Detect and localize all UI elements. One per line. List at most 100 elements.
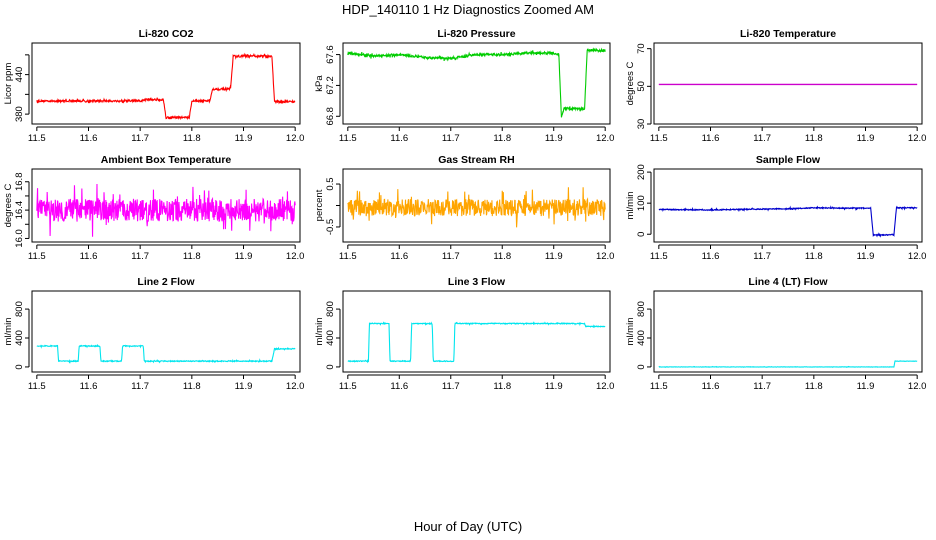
y-axis-label: kPa (314, 75, 325, 92)
x-tick-label: 11.7 (131, 381, 149, 392)
plot-frame (342, 42, 611, 125)
panel-title: Li-820 Pressure (437, 28, 515, 40)
y-axis-label: ml/min (314, 318, 325, 346)
figure-title: HDP_140110 1 Hz Diagnostics Zoomed AM (342, 2, 594, 17)
plot-frame (342, 168, 611, 243)
panel-line4: Line 4 (LT) Flow ml/min 11.5 11.6 11.7 11.8 11… (625, 276, 926, 392)
y-tick-label: 16.0 (14, 229, 25, 248)
x-tick-label: 11.8 (183, 133, 201, 144)
series-line-box_temp-0 (36, 184, 296, 237)
x-tick-label: 11.8 (493, 381, 511, 392)
plot-frame (342, 290, 611, 373)
panel-rh: Gas Stream RH percent 11.5 11.6 11.7 11.8 11.9… (314, 154, 614, 262)
x-tick-label: 12.0 (596, 251, 615, 262)
y-tick-label: 67.6 (325, 45, 336, 64)
series-line-co2-0 (36, 52, 296, 121)
x-tick-label: 11.8 (183, 251, 201, 262)
y-tick-label: 100 (636, 195, 647, 211)
x-tick-label: 12.0 (908, 381, 927, 392)
x-tick-label: 11.9 (545, 251, 563, 262)
y-tick-label: 0 (325, 364, 336, 369)
panel-pressure: Li-820 Pressure kPa 11.5 11.6 11.7 11.8 11.9 12… (314, 28, 614, 144)
x-tick-label: 12.0 (908, 251, 927, 262)
y-axis-label: ml/min (625, 318, 636, 346)
x-tick-label: 12.0 (908, 133, 927, 144)
x-tick-label: 11.7 (442, 133, 460, 144)
x-tick-label: 11.5 (650, 133, 668, 144)
panel-grid: Li-820 CO2 Licor ppm 11.5 11.6 11.7 11.8 11.9 1… (3, 28, 926, 392)
y-tick-label: 67.2 (325, 76, 336, 95)
y-tick-label: 0 (636, 232, 647, 237)
y-axis-label: ml/min (3, 318, 14, 346)
x-tick-label: 11.6 (80, 133, 98, 144)
panel-title: Line 2 Flow (137, 276, 195, 288)
panel-title: Line 4 (LT) Flow (748, 276, 828, 288)
x-tick-label: 11.9 (235, 381, 253, 392)
y-axis-label: ml/min (625, 192, 636, 220)
x-tick-label: 11.7 (131, 133, 149, 144)
x-tick-label: 11.6 (390, 133, 408, 144)
y-tick-label: 16.8 (14, 173, 25, 192)
x-tick-label: 11.8 (493, 133, 511, 144)
x-tick-label: 11.9 (545, 381, 563, 392)
y-axis-label: degrees C (625, 61, 636, 105)
x-tick-label: 11.9 (857, 251, 875, 262)
panel-line2: Line 2 Flow ml/min 11.5 11.6 11.7 11.8 11.9 12.… (3, 276, 304, 392)
x-tick-label: 11.8 (805, 381, 823, 392)
x-tick-label: 11.6 (80, 251, 98, 262)
x-tick-label: 11.5 (28, 381, 46, 392)
x-tick-label: 12.0 (286, 381, 305, 392)
panel-title: Sample Flow (756, 154, 821, 166)
x-tick-label: 11.5 (28, 251, 46, 262)
x-tick-label: 11.6 (702, 381, 720, 392)
y-tick-label: 380 (14, 106, 25, 122)
y-tick-label: 50 (636, 81, 647, 92)
x-tick-label: 11.5 (28, 133, 46, 144)
x-tick-label: 11.6 (702, 133, 720, 144)
series-line-line4-0 (658, 360, 918, 369)
x-tick-label: 11.8 (183, 381, 201, 392)
y-tick-label: 400 (14, 330, 25, 346)
plot-frame (653, 42, 923, 125)
panel-co2: Li-820 CO2 Licor ppm 11.5 11.6 11.7 11.8 11.9 1… (3, 28, 304, 144)
y-tick-label: 66.8 (325, 107, 336, 126)
plot-frame (31, 290, 301, 373)
series-line-rh-0 (347, 187, 606, 228)
x-tick-label: 12.0 (286, 251, 305, 262)
x-tick-label: 11.7 (442, 381, 460, 392)
y-tick-label: 440 (14, 67, 25, 83)
panel-licor_temp: Li-820 Temperature degrees C 11.5 11.6 11.7 1… (625, 28, 926, 144)
x-tick-label: 11.8 (805, 133, 823, 144)
y-tick-label: 800 (14, 301, 25, 317)
x-tick-label: 11.9 (545, 133, 563, 144)
series-line-sample_flow-0 (658, 205, 918, 238)
y-axis-label: degrees C (3, 183, 14, 227)
y-tick-label: 800 (636, 301, 647, 317)
y-tick-label: 0 (636, 364, 647, 369)
y-axis-label: Licor ppm (3, 63, 14, 105)
x-tick-label: 11.6 (80, 381, 98, 392)
x-tick-label: 11.9 (857, 381, 875, 392)
panel-title: Gas Stream RH (438, 154, 514, 166)
plot-frame (653, 290, 923, 373)
panel-sample_flow: Sample Flow ml/min 11.5 11.6 11.7 11.8 11.9 12.… (625, 154, 926, 262)
x-tick-label: 11.5 (650, 251, 668, 262)
y-tick-label: 400 (636, 330, 647, 346)
panel-title: Li-820 Temperature (740, 28, 836, 40)
y-tick-label: 70 (636, 43, 647, 54)
x-tick-label: 11.9 (857, 133, 875, 144)
x-tick-label: 11.7 (442, 251, 460, 262)
x-tick-label: 11.6 (390, 381, 408, 392)
plot-frame (653, 168, 923, 243)
x-tick-label: 11.7 (131, 251, 149, 262)
x-tick-label: 11.8 (493, 251, 511, 262)
x-tick-label: 11.6 (702, 251, 720, 262)
x-tick-label: 11.7 (753, 133, 771, 144)
x-tick-label: 12.0 (596, 133, 615, 144)
x-tick-label: 11.5 (339, 133, 357, 144)
x-tick-label: 11.5 (650, 381, 668, 392)
y-tick-label: 30 (636, 119, 647, 130)
plot-frame (31, 42, 301, 125)
y-tick-label: 0.5 (325, 177, 336, 190)
